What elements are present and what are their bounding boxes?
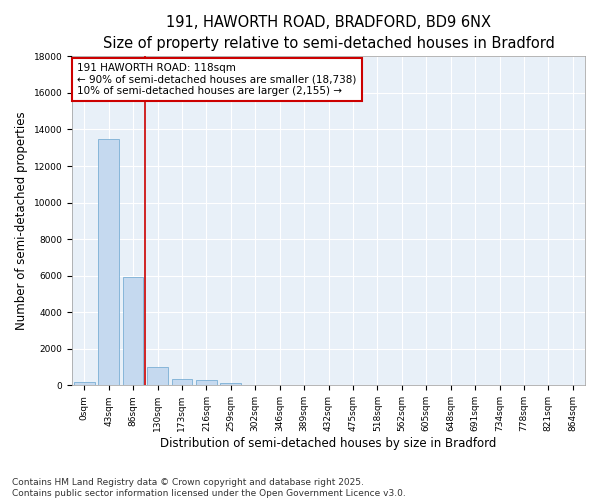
- Bar: [74, 382, 95, 386]
- X-axis label: Distribution of semi-detached houses by size in Bradford: Distribution of semi-detached houses by …: [160, 437, 497, 450]
- Y-axis label: Number of semi-detached properties: Number of semi-detached properties: [15, 112, 28, 330]
- Bar: [98, 138, 119, 386]
- Text: Contains HM Land Registry data © Crown copyright and database right 2025.
Contai: Contains HM Land Registry data © Crown c…: [12, 478, 406, 498]
- Bar: [196, 380, 217, 386]
- Bar: [220, 383, 241, 386]
- Bar: [123, 276, 143, 386]
- Title: 191, HAWORTH ROAD, BRADFORD, BD9 6NX
Size of property relative to semi-detached : 191, HAWORTH ROAD, BRADFORD, BD9 6NX Siz…: [103, 15, 554, 51]
- Bar: [172, 379, 193, 386]
- Text: 191 HAWORTH ROAD: 118sqm
← 90% of semi-detached houses are smaller (18,738)
10% : 191 HAWORTH ROAD: 118sqm ← 90% of semi-d…: [77, 63, 356, 96]
- Bar: [147, 366, 168, 386]
